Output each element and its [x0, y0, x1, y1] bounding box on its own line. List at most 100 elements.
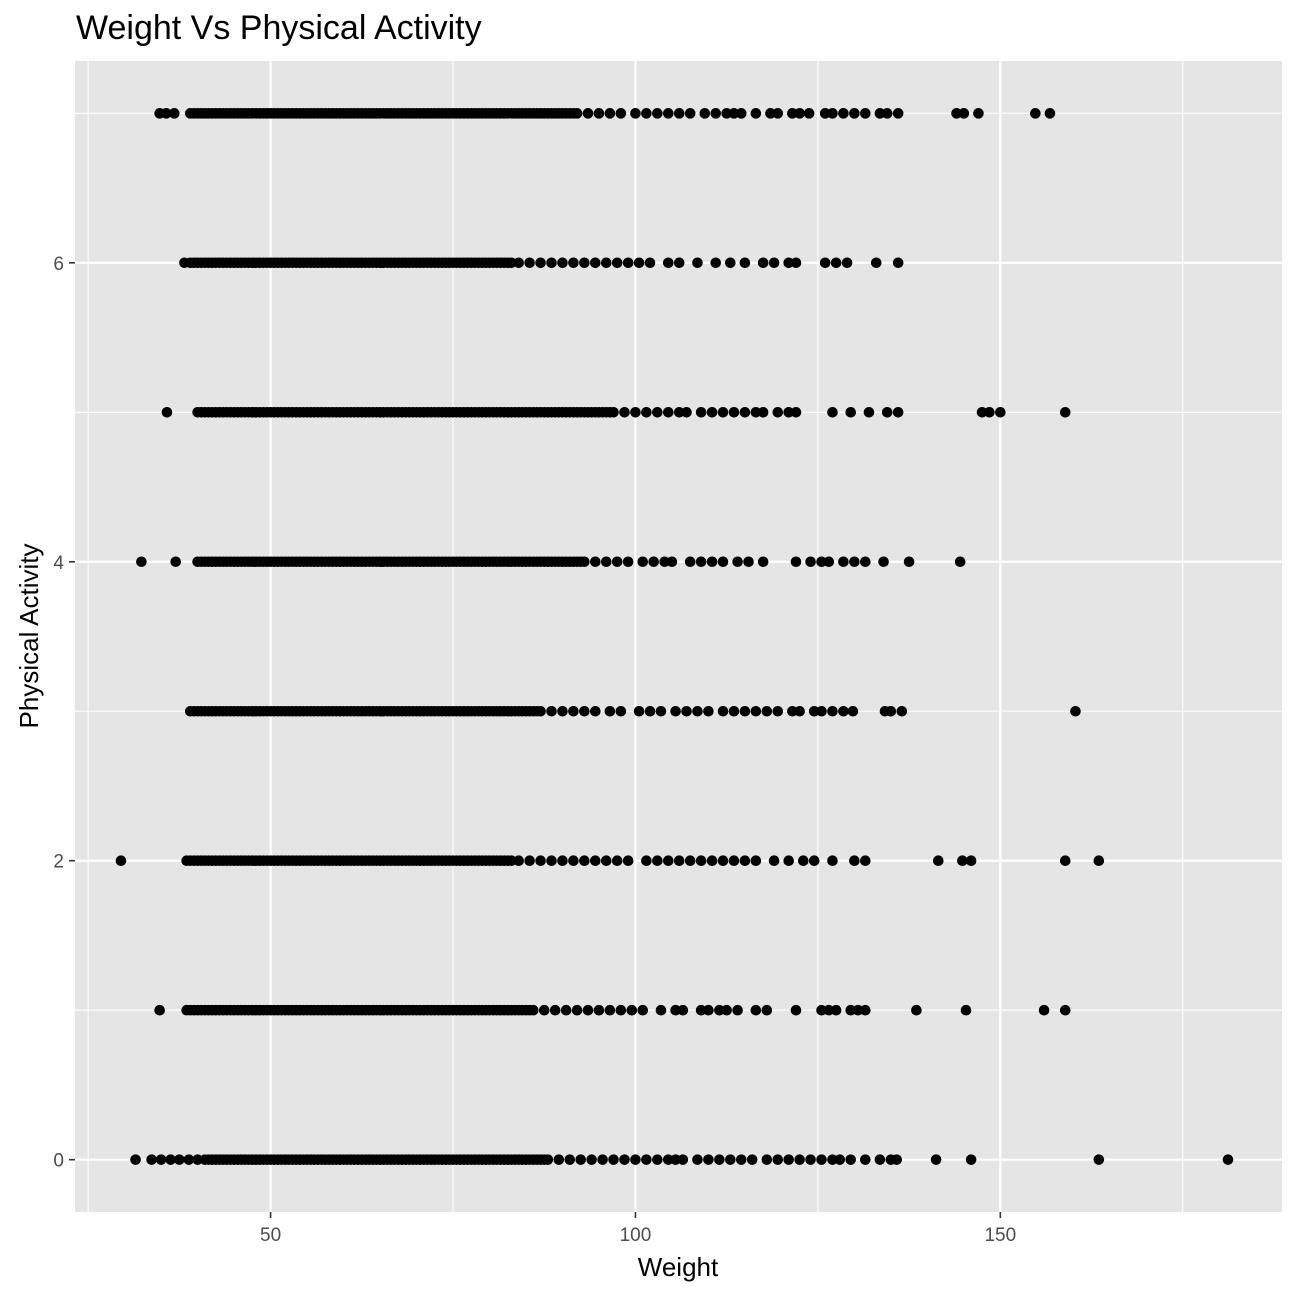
data-point: [506, 257, 517, 269]
data-point: [626, 1004, 638, 1016]
data-point: [783, 406, 794, 418]
data-point: [860, 1004, 871, 1016]
data-point: [739, 406, 751, 418]
data-point: [641, 1154, 652, 1165]
data-point: [827, 1154, 838, 1165]
data-point: [732, 1004, 743, 1016]
data-point: [863, 406, 875, 418]
data-point: [808, 705, 820, 717]
data-point: [673, 257, 685, 269]
data-point: [579, 556, 590, 568]
data-point: [703, 1154, 714, 1165]
data-point: [619, 1154, 630, 1165]
data-point: [644, 257, 656, 269]
data-point: [739, 855, 751, 867]
data-point: [506, 855, 517, 867]
data-point: [535, 855, 546, 867]
data-point: [542, 1154, 554, 1165]
data-point: [790, 556, 802, 568]
data-point: [951, 108, 962, 119]
data-point: [768, 855, 780, 867]
data-point: [161, 406, 173, 418]
plot-panel: [75, 61, 1282, 1212]
data-point: [560, 1004, 572, 1016]
data-point: [743, 556, 754, 568]
data-point: [590, 257, 601, 269]
data-point: [790, 1004, 802, 1016]
data-point: [513, 257, 524, 269]
data-point: [622, 257, 634, 269]
data-point: [728, 406, 740, 418]
data-point: [673, 406, 685, 418]
data-point: [670, 705, 681, 717]
data-point: [717, 406, 729, 418]
data-point: [590, 855, 601, 867]
data-point: [874, 108, 886, 119]
data-point: [710, 257, 722, 269]
data-point: [797, 855, 809, 867]
data-point: [717, 855, 729, 867]
data-point: [816, 1154, 827, 1165]
data-point: [819, 108, 831, 119]
data-point: [637, 1004, 649, 1016]
data-point: [735, 1154, 747, 1165]
data-point: [136, 556, 147, 568]
data-point: [130, 1154, 141, 1165]
data-point: [768, 257, 780, 269]
data-point: [706, 406, 718, 418]
data-point: [838, 556, 849, 568]
data-point: [699, 108, 711, 119]
data-point: [903, 556, 915, 568]
data-point: [965, 1154, 977, 1165]
data-point: [695, 406, 707, 418]
data-point: [958, 108, 970, 119]
data-point: [1030, 108, 1041, 119]
data-point: [179, 257, 190, 269]
data-point: [622, 855, 634, 867]
data-point: [684, 855, 696, 867]
data-point: [1222, 1154, 1234, 1165]
data-point: [611, 257, 623, 269]
data-point: [582, 108, 594, 119]
data-point: [823, 556, 835, 568]
data-point: [787, 705, 798, 717]
data-point: [849, 556, 860, 568]
data-point: [568, 257, 579, 269]
data-point: [772, 705, 784, 717]
data-point: [695, 855, 707, 867]
data-point: [695, 556, 707, 568]
data-point: [706, 855, 718, 867]
data-point: [546, 855, 557, 867]
data-point: [725, 257, 736, 269]
data-point: [874, 1154, 886, 1165]
data-point: [794, 108, 805, 119]
data-point: [710, 108, 722, 119]
data-point: [185, 108, 196, 119]
data-point: [571, 1004, 583, 1016]
data-point: [673, 855, 685, 867]
data-point: [165, 1154, 176, 1165]
data-point: [881, 108, 893, 119]
data-point: [1059, 855, 1071, 867]
data-point: [845, 1004, 857, 1016]
x-tick-label: 100: [620, 1225, 652, 1246]
data-point: [662, 108, 674, 119]
data-point: [911, 1004, 922, 1016]
data-point: [630, 1154, 641, 1165]
data-point: [538, 1004, 550, 1016]
data-point: [892, 108, 904, 119]
data-point: [535, 257, 546, 269]
data-point: [527, 1004, 539, 1016]
data-point: [849, 108, 860, 119]
data-point: [662, 257, 674, 269]
data-point: [881, 406, 893, 418]
data-point: [892, 406, 904, 418]
data-point: [827, 855, 838, 867]
y-tick-label: 6: [53, 254, 64, 275]
data-point: [160, 108, 172, 119]
data-point: [652, 855, 663, 867]
data-point: [535, 705, 546, 717]
data-point: [852, 1004, 864, 1016]
data-point: [684, 556, 696, 568]
